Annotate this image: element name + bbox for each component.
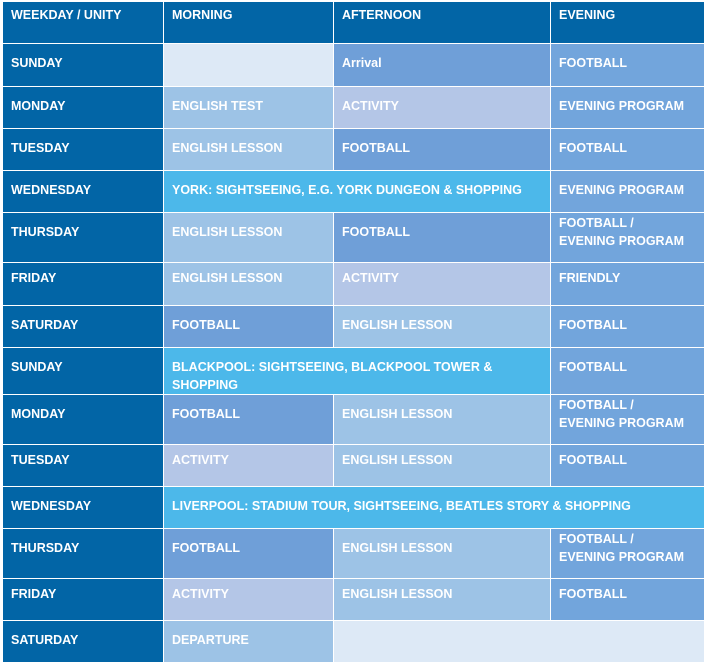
table-row: WEDNESDAY LIVERPOOL: STADIUM TOUR, SIGHT… xyxy=(2,486,705,529)
day-cell: SATURDAY xyxy=(2,620,164,663)
evening-cell: FOOTBALL / EVENING PROGRAM xyxy=(550,528,705,579)
table-row: TUESDAY ENGLISH LESSON FOOTBALL FOOTBALL xyxy=(2,128,705,171)
day-cell: THURSDAY xyxy=(2,528,164,579)
morning-cell: FOOTBALL xyxy=(163,305,334,348)
evening-cell: FOOTBALL / EVENING PROGRAM xyxy=(550,394,705,445)
evening-cell: FOOTBALL / EVENING PROGRAM xyxy=(550,212,705,263)
evening-cell: FOOTBALL xyxy=(550,128,705,171)
morning-cell: FOOTBALL xyxy=(163,528,334,579)
table-row: SATURDAY DEPARTURE xyxy=(2,620,705,663)
table-row: THURSDAY ENGLISH LESSON FOOTBALL FOOTBAL… xyxy=(2,212,705,263)
day-cell: FRIDAY xyxy=(2,578,164,621)
evening-line: FOOTBALL / xyxy=(559,216,634,230)
morning-cell: ACTIVITY xyxy=(163,578,334,621)
evening-line: EVENING PROGRAM xyxy=(559,234,685,248)
morning-cell: ENGLISH LESSON xyxy=(163,128,334,171)
day-cell: SUNDAY xyxy=(2,347,164,395)
morning-cell: ENGLISH LESSON xyxy=(163,262,334,306)
day-cell: MONDAY xyxy=(2,86,164,129)
evening-cell: FOOTBALL xyxy=(550,578,705,621)
evening-cell: EVENING PROGRAM xyxy=(550,86,705,129)
excursion-cell: YORK: SIGHTSEEING, E.G. YORK DUNGEON & S… xyxy=(163,170,551,213)
evening-line: FOOTBALL / xyxy=(559,532,634,546)
header-morning: MORNING xyxy=(163,1,334,44)
afternoon-cell: FOOTBALL xyxy=(333,212,551,263)
afternoon-cell: ENGLISH LESSON xyxy=(333,394,551,445)
day-cell: WEDNESDAY xyxy=(2,486,164,529)
table-row: SUNDAY BLACKPOOL: SIGHTSEEING, BLACKPOOL… xyxy=(2,347,705,395)
evening-cell: FRIENDLY xyxy=(550,262,705,306)
morning-cell: ACTIVITY xyxy=(163,444,334,487)
excursion-cell: LIVERPOOL: STADIUM TOUR, SIGHTSEEING, BE… xyxy=(163,486,705,529)
evening-cell: FOOTBALL xyxy=(550,305,705,348)
afternoon-cell: ENGLISH LESSON xyxy=(333,528,551,579)
afternoon-cell: Arrival xyxy=(333,43,551,87)
afternoon-cell: ENGLISH LESSON xyxy=(333,444,551,487)
table-row: WEDNESDAY YORK: SIGHTSEEING, E.G. YORK D… xyxy=(2,170,705,213)
afternoon-cell: ENGLISH LESSON xyxy=(333,305,551,348)
table-row: MONDAY ENGLISH TEST ACTIVITY EVENING PRO… xyxy=(2,86,705,129)
evening-cell: FOOTBALL xyxy=(550,444,705,487)
table-row: FRIDAY ACTIVITY ENGLISH LESSON FOOTBALL xyxy=(2,578,705,621)
day-cell: WEDNESDAY xyxy=(2,170,164,213)
day-cell: FRIDAY xyxy=(2,262,164,306)
header-weekday: WEEKDAY / UNITY xyxy=(2,1,164,44)
table-row: TUESDAY ACTIVITY ENGLISH LESSON FOOTBALL xyxy=(2,444,705,487)
table-row: SATURDAY FOOTBALL ENGLISH LESSON FOOTBAL… xyxy=(2,305,705,348)
day-cell: TUESDAY xyxy=(2,128,164,171)
table-row: THURSDAY FOOTBALL ENGLISH LESSON FOOTBAL… xyxy=(2,528,705,579)
table-row: FRIDAY ENGLISH LESSON ACTIVITY FRIENDLY xyxy=(2,262,705,306)
evening-line: EVENING PROGRAM xyxy=(559,550,685,564)
header-evening: EVENING xyxy=(550,1,705,44)
morning-cell: DEPARTURE xyxy=(163,620,334,663)
excursion-cell: BLACKPOOL: SIGHTSEEING, BLACKPOOL TOWER … xyxy=(163,347,551,395)
evening-line: EVENING PROGRAM xyxy=(559,416,685,430)
header-row: WEEKDAY / UNITY MORNING AFTERNOON EVENIN… xyxy=(2,1,705,44)
day-cell: SUNDAY xyxy=(2,43,164,87)
day-cell: TUESDAY xyxy=(2,444,164,487)
afternoon-cell: FOOTBALL xyxy=(333,128,551,171)
table-row: SUNDAY Arrival FOOTBALL xyxy=(2,43,705,87)
afternoon-cell: ENGLISH LESSON xyxy=(333,578,551,621)
morning-cell xyxy=(163,43,334,87)
morning-cell: ENGLISH LESSON xyxy=(163,212,334,263)
evening-cell: EVENING PROGRAM xyxy=(550,170,705,213)
evening-line: FOOTBALL / xyxy=(559,398,634,412)
evening-cell: FOOTBALL xyxy=(550,347,705,395)
day-cell: MONDAY xyxy=(2,394,164,445)
day-cell: THURSDAY xyxy=(2,212,164,263)
day-cell: SATURDAY xyxy=(2,305,164,348)
morning-cell: ENGLISH TEST xyxy=(163,86,334,129)
morning-cell: FOOTBALL xyxy=(163,394,334,445)
afternoon-cell: ACTIVITY xyxy=(333,262,551,306)
table-row: MONDAY FOOTBALL ENGLISH LESSON FOOTBALL … xyxy=(2,394,705,445)
evening-cell: FOOTBALL xyxy=(550,43,705,87)
header-afternoon: AFTERNOON xyxy=(333,1,551,44)
empty-cell xyxy=(333,620,705,663)
afternoon-cell: ACTIVITY xyxy=(333,86,551,129)
